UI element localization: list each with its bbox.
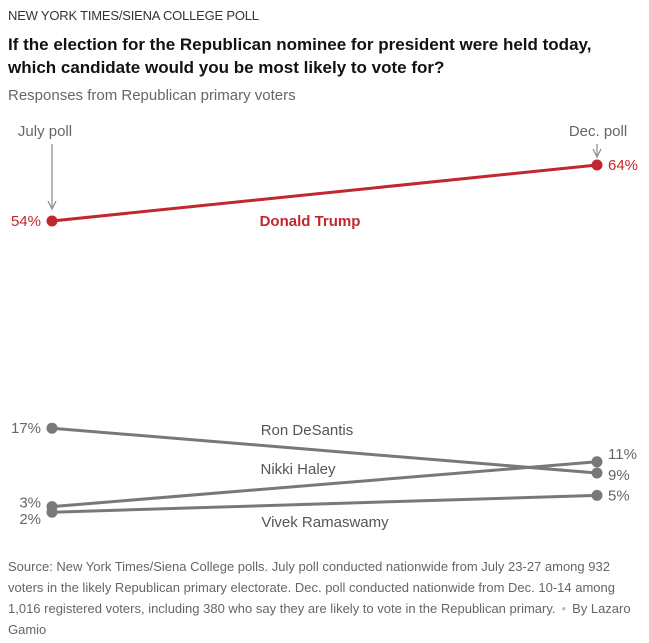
data-label-ron-desantis-dec: 9% [608,467,630,484]
footer: Source: New York Times/Siena College pol… [8,556,644,640]
data-label-nikki-haley-july: 3% [19,495,41,512]
separator-dot: • [561,601,567,616]
data-label-donald-trump-july: 54% [11,213,41,230]
data-label-vivek-ramaswamy-dec: 5% [608,487,630,504]
byline: By Lazaro Gamio [8,601,631,637]
series-line-nikki-haley [51,460,598,509]
series-line-ron-desantis [51,426,598,475]
data-label-vivek-ramaswamy-july: 2% [19,511,41,528]
series-name-donald-trump: Donald Trump [260,213,361,230]
series-name-nikki-haley: Nikki Haley [260,461,336,478]
source-note: Source: New York Times/Siena College pol… [8,559,615,616]
data-label-nikki-haley-dec: 11% [608,446,637,463]
slope-chart: July poll Dec. poll 54% 64% Donald Trump 17% 9… [11,123,638,531]
point-ron-desantis-dec [591,467,603,479]
chart-title: If the election for the Republican nomin… [8,35,592,77]
series-line-vivek-ramaswamy [51,493,598,514]
x-label-july: July poll [18,123,72,140]
data-label-donald-trump-dec: 64% [608,157,638,174]
data-label-ron-desantis-july: 17% [11,420,41,437]
point-ron-desantis-july [46,422,58,434]
chart-subtitle: Responses from Republican primary voters [8,87,296,104]
point-vivek-ramaswamy-dec [591,489,603,501]
point-vivek-ramaswamy-july [46,506,58,518]
point-donald-trump-july [46,215,58,227]
arrow-dec-head [592,148,602,159]
series-name-ron-desantis: Ron DeSantis [261,422,354,439]
series-line-donald-trump [51,163,598,223]
series-name-vivek-ramaswamy: Vivek Ramaswamy [261,514,389,531]
point-nikki-haley-dec [591,456,603,468]
arrow-july-head [47,200,57,211]
kicker: NEW YORK TIMES/SIENA COLLEGE POLL [8,8,259,23]
x-label-dec: Dec. poll [569,123,627,140]
point-donald-trump-dec [591,159,603,171]
